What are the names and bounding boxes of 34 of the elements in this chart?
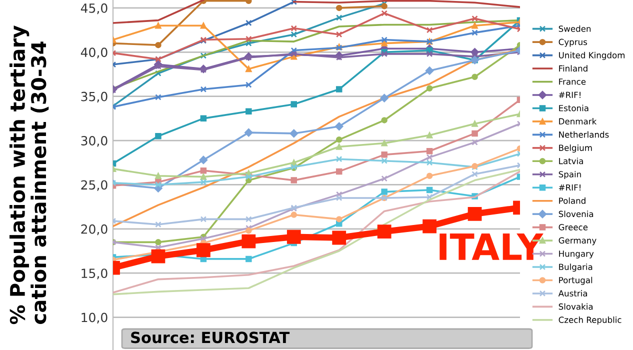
legend-label: Estonia xyxy=(559,104,588,112)
legend-label: Denmark xyxy=(559,118,597,124)
legend-label: Latvia xyxy=(559,158,583,164)
legend-label: Cyprus xyxy=(558,38,588,47)
legend-label: Czech Republic xyxy=(558,316,622,325)
legend-label: Germany xyxy=(558,237,596,246)
legend-label: Netherlands xyxy=(559,131,609,138)
legend-label: Finland xyxy=(559,65,588,72)
legend-label: France xyxy=(559,78,586,85)
y-tick-label: 20,0 xyxy=(81,224,108,236)
legend-label: #RIF! xyxy=(558,184,580,191)
legend-label: Poland xyxy=(559,197,586,204)
series-label: ITALY xyxy=(440,234,544,260)
legend-label: Portugal xyxy=(559,276,592,285)
y-tick-label: 35,0 xyxy=(81,92,108,103)
legend-label: Slovenia xyxy=(558,210,594,218)
y-tick-label: 30,0 xyxy=(81,136,108,147)
y-axis-title: % Population with tertiary cation attainment (30-34 xyxy=(9,26,49,324)
legend-label: Belgium xyxy=(559,144,592,153)
legend-label: Bulgaria xyxy=(559,264,592,272)
legend-label: Hungary xyxy=(559,250,594,258)
legend-label: Austria xyxy=(558,290,588,297)
legend-label: Slovakia xyxy=(558,303,593,310)
y-tick-label: 45,0 xyxy=(80,3,108,14)
legend-label: Sweden xyxy=(558,25,591,32)
legend-label: Spain xyxy=(558,170,581,180)
y-tick-label: 15,0 xyxy=(82,268,108,280)
legend-label: Greece xyxy=(558,224,588,230)
legend-label: #RIF! xyxy=(558,92,580,98)
annotation: Source: EUROSTAT xyxy=(131,332,290,344)
y-tick-label: 40,0 xyxy=(80,48,108,58)
y-tick-label: 25,0 xyxy=(81,180,108,191)
y-tick-label: 10,0 xyxy=(82,312,108,324)
legend-label: United Kingdom xyxy=(559,52,625,60)
